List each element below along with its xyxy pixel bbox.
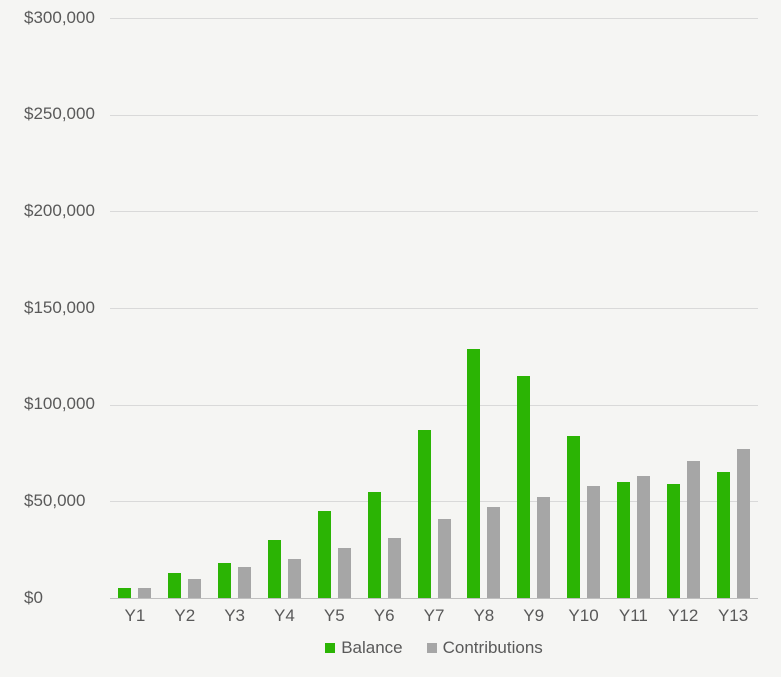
y-tick-label: $200,000 — [24, 201, 95, 221]
gridline — [110, 501, 758, 502]
bar-contributions — [537, 497, 550, 598]
bar-balance — [467, 349, 480, 598]
x-tick-label: Y2 — [174, 606, 195, 626]
x-tick-label: Y5 — [324, 606, 345, 626]
y-tick-label: $0 — [24, 588, 43, 608]
y-tick-label: $50,000 — [24, 491, 85, 511]
gridline — [110, 18, 758, 19]
bar-balance — [368, 492, 381, 598]
bar-balance — [567, 436, 580, 598]
gridline — [110, 405, 758, 406]
bar-balance — [218, 563, 231, 598]
gridline — [110, 115, 758, 116]
bar-contributions — [338, 548, 351, 598]
y-tick-label: $300,000 — [24, 8, 95, 28]
plot-area — [110, 18, 758, 598]
bar-contributions — [587, 486, 600, 598]
legend-label: Contributions — [443, 638, 543, 658]
x-tick-label: Y10 — [568, 606, 598, 626]
x-tick-label: Y9 — [523, 606, 544, 626]
x-tick-label: Y6 — [374, 606, 395, 626]
x-tick-label: Y12 — [668, 606, 698, 626]
bar-balance — [667, 484, 680, 598]
bar-contributions — [388, 538, 401, 598]
bar-balance — [168, 573, 181, 598]
legend-swatch-icon — [427, 643, 437, 653]
x-tick-label: Y7 — [424, 606, 445, 626]
y-tick-label: $250,000 — [24, 104, 95, 124]
y-tick-label: $100,000 — [24, 394, 95, 414]
bar-contributions — [487, 507, 500, 598]
bar-contributions — [138, 588, 151, 598]
gridline — [110, 211, 758, 212]
legend: Balance Contributions — [110, 638, 758, 658]
gridline — [110, 598, 758, 599]
legend-swatch-icon — [325, 643, 335, 653]
x-tick-label: Y3 — [224, 606, 245, 626]
bar-contributions — [687, 461, 700, 598]
bar-balance — [118, 588, 131, 598]
y-tick-label: $150,000 — [24, 298, 95, 318]
bar-contributions — [637, 476, 650, 598]
x-tick-label: Y13 — [718, 606, 748, 626]
bar-contributions — [238, 567, 251, 598]
legend-item: Contributions — [427, 638, 543, 658]
bar-contributions — [188, 579, 201, 598]
bar-balance — [418, 430, 431, 598]
x-tick-label: Y1 — [125, 606, 146, 626]
x-tick-label: Y8 — [473, 606, 494, 626]
x-tick-label: Y11 — [619, 606, 648, 626]
bar-contributions — [288, 559, 301, 598]
gridline — [110, 308, 758, 309]
bar-balance — [517, 376, 530, 598]
legend-item: Balance — [325, 638, 402, 658]
balance-contributions-chart: $0 $50,000 $100,000 $150,000 $200,000 $250,00… — [0, 0, 781, 677]
legend-label: Balance — [341, 638, 402, 658]
x-tick-label: Y4 — [274, 606, 295, 626]
bar-balance — [268, 540, 281, 598]
bar-contributions — [737, 449, 750, 598]
bar-contributions — [438, 519, 451, 598]
bar-balance — [318, 511, 331, 598]
bar-balance — [617, 482, 630, 598]
bar-balance — [717, 472, 730, 598]
